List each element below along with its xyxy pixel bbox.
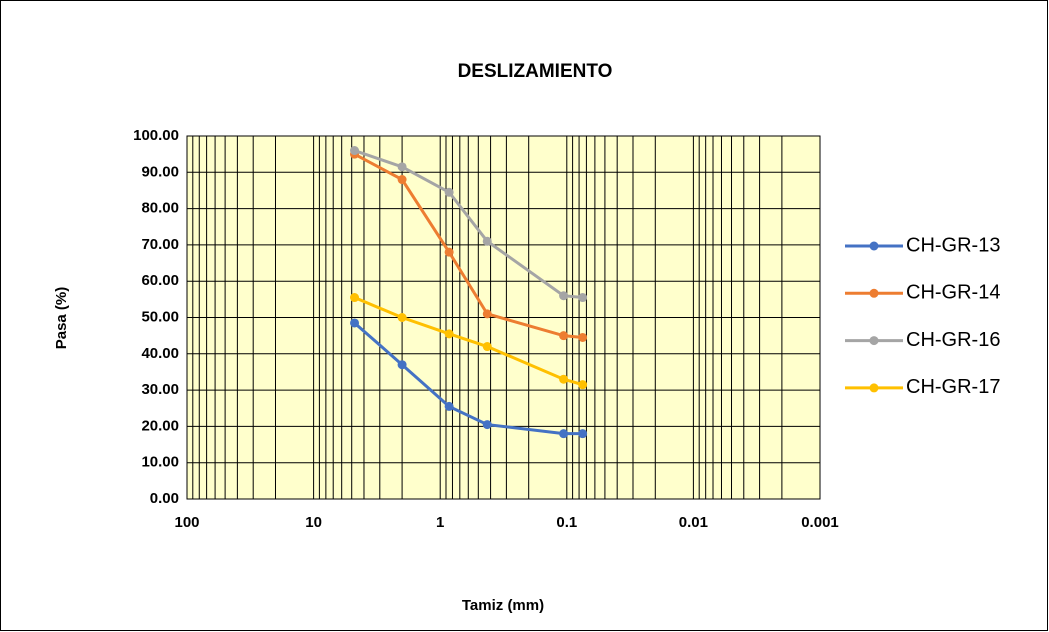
- data-point: [559, 374, 569, 384]
- data-point: [578, 293, 588, 303]
- legend-label: CH-GR-13: [906, 234, 1000, 256]
- y-tick-label: 60.00: [141, 272, 179, 289]
- y-tick-label: 50.00: [141, 308, 179, 325]
- legend-label: CH-GR-16: [906, 329, 1000, 351]
- data-point: [350, 293, 360, 303]
- x-tick-label: 100: [174, 514, 199, 531]
- y-axis-title: Pasa (%): [53, 287, 70, 350]
- data-point: [444, 247, 454, 257]
- x-tick-label: 10: [305, 514, 322, 531]
- data-point: [578, 429, 588, 439]
- legend-label: CH-GR-14: [906, 282, 1000, 304]
- plot-border: [186, 135, 821, 500]
- data-point: [397, 313, 407, 322]
- data-point: [482, 342, 492, 352]
- legend-label: CH-GR-17: [906, 376, 1000, 398]
- legend-marker: [869, 383, 879, 393]
- data-point: [397, 175, 407, 185]
- legend-marker: [869, 336, 879, 346]
- y-tick-label: 30.00: [141, 381, 179, 398]
- y-tick-label: 20.00: [141, 417, 179, 434]
- x-tick-label: 0.001: [801, 514, 839, 531]
- data-point: [578, 380, 588, 390]
- data-point: [397, 360, 407, 370]
- y-tick-label: 80.00: [141, 200, 179, 217]
- y-tick-label: 100.00: [133, 127, 179, 144]
- x-tick-label: 1: [436, 514, 444, 531]
- data-point: [350, 318, 360, 328]
- data-point: [350, 146, 360, 156]
- legend-marker: [869, 241, 879, 251]
- chart-title: DESLIZAMIENTO: [458, 61, 613, 82]
- data-point: [444, 401, 454, 411]
- x-tick-label: 0.01: [679, 514, 708, 531]
- data-point: [482, 236, 492, 246]
- data-point: [397, 162, 407, 172]
- data-point: [559, 331, 569, 341]
- y-tick-label: 40.00: [141, 345, 179, 362]
- legend-marker: [869, 288, 879, 298]
- data-point: [482, 309, 492, 319]
- data-point: [559, 291, 569, 301]
- data-point: [578, 332, 588, 342]
- y-tick-label: 0.00: [150, 490, 179, 507]
- x-tick-label: 0.1: [556, 514, 577, 531]
- data-point: [559, 429, 569, 439]
- x-axis-title: Tamiz (mm): [462, 597, 544, 614]
- data-point: [482, 420, 492, 430]
- data-point: [444, 329, 454, 339]
- y-tick-label: 90.00: [141, 163, 179, 180]
- y-tick-label: 10.00: [141, 454, 179, 471]
- y-tick-label: 70.00: [141, 236, 179, 253]
- data-point: [444, 187, 454, 197]
